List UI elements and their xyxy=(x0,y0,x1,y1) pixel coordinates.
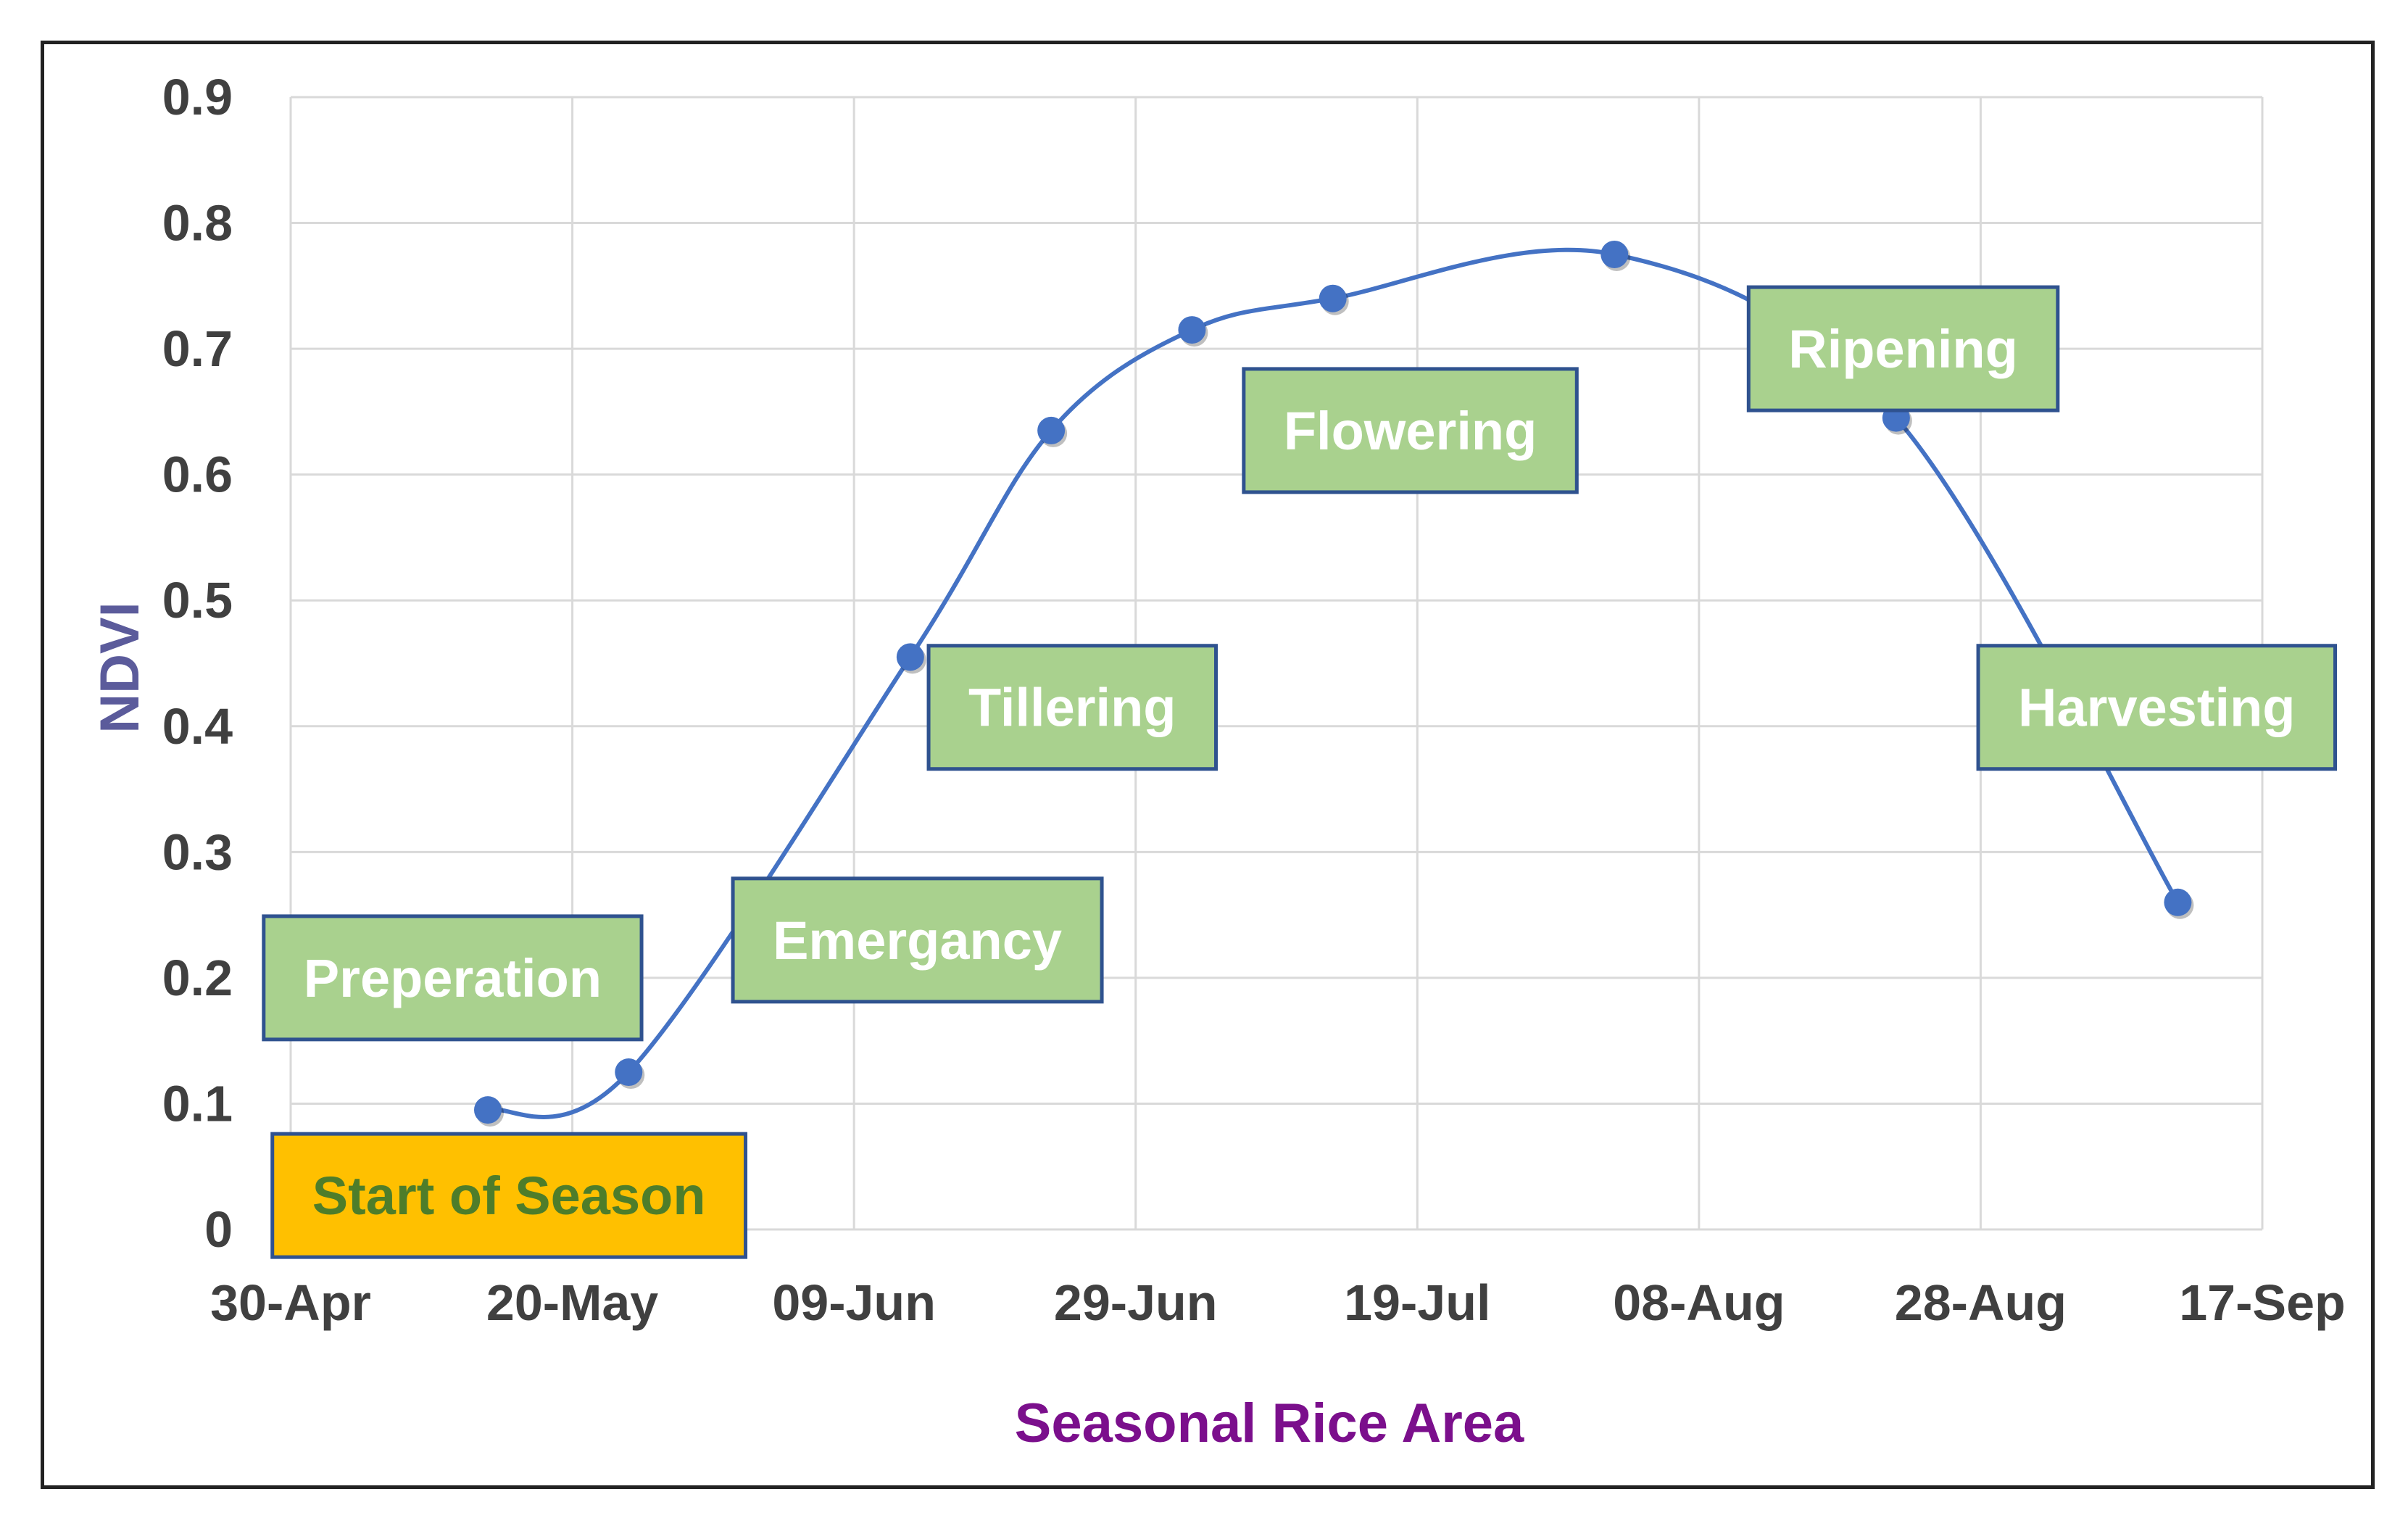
x-tick-label: 30-Apr xyxy=(210,1274,371,1331)
stage-label-text: Flowering xyxy=(1284,401,1537,461)
x-tick-label: 28-Aug xyxy=(1895,1274,2067,1331)
x-axis-title: Seasonal Rice Area xyxy=(1015,1393,1524,1454)
stage-label-box: Flowering xyxy=(1242,367,1579,494)
y-tick-label: 0.7 xyxy=(162,320,233,377)
y-tick-label: 0.2 xyxy=(162,950,233,1006)
stage-label-text: Harvesting xyxy=(2018,678,2295,738)
y-tick-label: 0.6 xyxy=(162,447,233,503)
grid-layer xyxy=(289,96,2264,1231)
y-tick-label: 0.3 xyxy=(162,824,233,880)
stage-box-background xyxy=(270,1132,748,1259)
x-tick-label: 08-Aug xyxy=(1613,1274,1785,1331)
stage-box-background xyxy=(1746,285,2060,412)
annotation-layer: Start of Season Preperation Emergancy Tille… xyxy=(262,285,2338,1259)
stage-box-background xyxy=(262,914,644,1042)
stage-label-text: Preperation xyxy=(304,948,602,1008)
data-point xyxy=(1037,416,1066,444)
x-tick-label: 20-May xyxy=(486,1274,658,1331)
stage-box-background xyxy=(731,876,1104,1004)
stage-label-text: Start of Season xyxy=(312,1166,706,1226)
x-tick-label: 09-Jun xyxy=(772,1274,936,1331)
stage-label-box: Harvesting xyxy=(1976,644,2338,771)
data-point xyxy=(615,1058,643,1087)
x-tick-label: 19-Jul xyxy=(1344,1274,1490,1331)
y-tick-label: 0.4 xyxy=(162,698,233,755)
stage-label-box: Tillering xyxy=(926,644,1218,771)
stage-label-text: Tillering xyxy=(968,678,1176,738)
stage-box-background xyxy=(926,644,1218,771)
y-tick-label: 0 xyxy=(204,1201,233,1258)
chart-frame: Start of Season Preperation Emergancy Tille… xyxy=(41,41,2375,1489)
stage-box-background xyxy=(1976,644,2338,771)
x-tick-label: 17-Sep xyxy=(2179,1274,2346,1331)
stage-label-text: Ripening xyxy=(1788,319,2018,379)
y-tick-label: 0.8 xyxy=(162,195,233,252)
data-point xyxy=(1178,316,1206,344)
stage-label-box: Start of Season xyxy=(270,1132,748,1259)
data-point xyxy=(896,643,924,671)
y-tick-label: 0.1 xyxy=(162,1075,233,1132)
stage-label-text: Emergancy xyxy=(773,910,1062,971)
y-tick-label: 0.9 xyxy=(162,69,233,125)
data-point xyxy=(474,1096,502,1124)
stage-label-box: Emergancy xyxy=(731,876,1104,1004)
data-point xyxy=(1601,240,1629,268)
x-tick-label: 29-Jun xyxy=(1054,1274,1218,1331)
stage-label-box: Preperation xyxy=(262,914,644,1042)
tick-layer: 0 0.1 0.2 0.3 0.4 0.5 0.6 0.7 0.8 0.9 30-Apr 20-May… xyxy=(162,69,2346,1331)
y-axis-title: NDVI xyxy=(89,602,151,734)
stage-label-box: Ripening xyxy=(1746,285,2060,412)
data-point xyxy=(1319,284,1347,312)
stage-box-background xyxy=(1242,367,1579,494)
ndvi-chart: Start of Season Preperation Emergancy Tille… xyxy=(89,69,2346,1454)
data-point xyxy=(2164,888,2192,916)
y-tick-label: 0.5 xyxy=(162,572,233,629)
